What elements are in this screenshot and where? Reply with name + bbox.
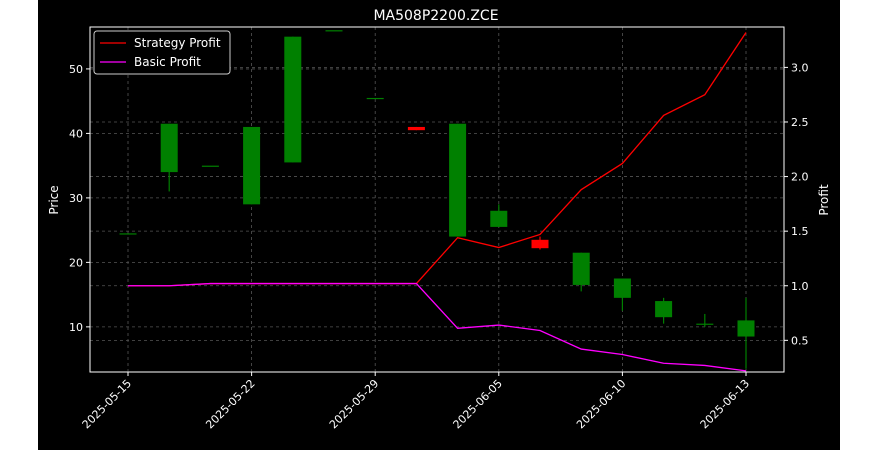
x-tick-label: 2025-05-15 <box>80 377 134 431</box>
x-tick-label: 2025-06-10 <box>574 377 628 431</box>
legend-basic-label: Basic Profit <box>134 55 201 69</box>
x-tick-label: 2025-06-13 <box>698 377 752 431</box>
right-axis: 0.5 1.0 1.5 2.0 2.5 3.0 <box>784 61 809 347</box>
candle-body <box>737 320 755 337</box>
chart-title: MA508P2200.ZCE <box>373 8 498 24</box>
right-tick-label: 1.0 <box>791 280 809 293</box>
candle-body <box>160 123 178 173</box>
candle-body <box>366 97 384 100</box>
left-tick-label: 50 <box>69 63 83 76</box>
left-axis: 10 20 30 40 50 <box>69 63 90 334</box>
candlesticks <box>119 30 755 369</box>
left-tick-label: 40 <box>69 127 83 140</box>
candle-body <box>201 165 219 167</box>
y-axis-label-right: Profit <box>817 184 831 216</box>
candle-body <box>531 239 549 249</box>
legend-box <box>93 30 231 75</box>
legend-strategy-label: Strategy Profit <box>134 36 221 50</box>
candle-body <box>284 36 302 163</box>
candle-body <box>407 126 425 131</box>
x-tick-label: 2025-06-05 <box>451 377 505 431</box>
candle-body <box>325 30 343 32</box>
right-tick-label: 3.0 <box>791 61 809 74</box>
basic-profit-line <box>128 282 747 372</box>
plot-frame <box>89 26 785 373</box>
profit-lines <box>128 32 747 372</box>
right-tick-label: 2.0 <box>791 171 809 184</box>
right-tick-label: 2.5 <box>791 116 809 129</box>
left-tick-label: 30 <box>69 192 83 205</box>
candle-body <box>696 323 714 325</box>
candle-body <box>572 252 590 285</box>
candle-body <box>613 278 631 298</box>
x-axis: 2025-05-15 2025-05-22 2025-05-29 2025-06-05… <box>80 372 752 431</box>
grid-lines <box>90 27 784 372</box>
y-axis-label-left: Price <box>47 185 61 214</box>
candle-body <box>119 233 137 235</box>
left-tick-label: 20 <box>69 256 83 269</box>
x-tick-label: 2025-05-29 <box>327 377 381 431</box>
candle-body <box>243 126 261 205</box>
right-tick-label: 1.5 <box>791 225 809 238</box>
right-tick-label: 0.5 <box>791 334 809 347</box>
chart-figure: MA508P2200.ZCE 10 20 30 40 50 0.5 1.0 1.5 2.0 2.… <box>38 0 840 450</box>
chart-svg: MA508P2200.ZCE 10 20 30 40 50 0.5 1.0 1.5 2.0 2.… <box>47 8 831 431</box>
legend: Strategy Profit Basic Profit <box>93 30 231 75</box>
left-tick-label: 10 <box>69 321 83 334</box>
x-tick-label: 2025-05-22 <box>203 377 257 431</box>
candle-body <box>449 123 467 237</box>
candle-body <box>655 301 673 318</box>
candle-body <box>490 210 508 227</box>
